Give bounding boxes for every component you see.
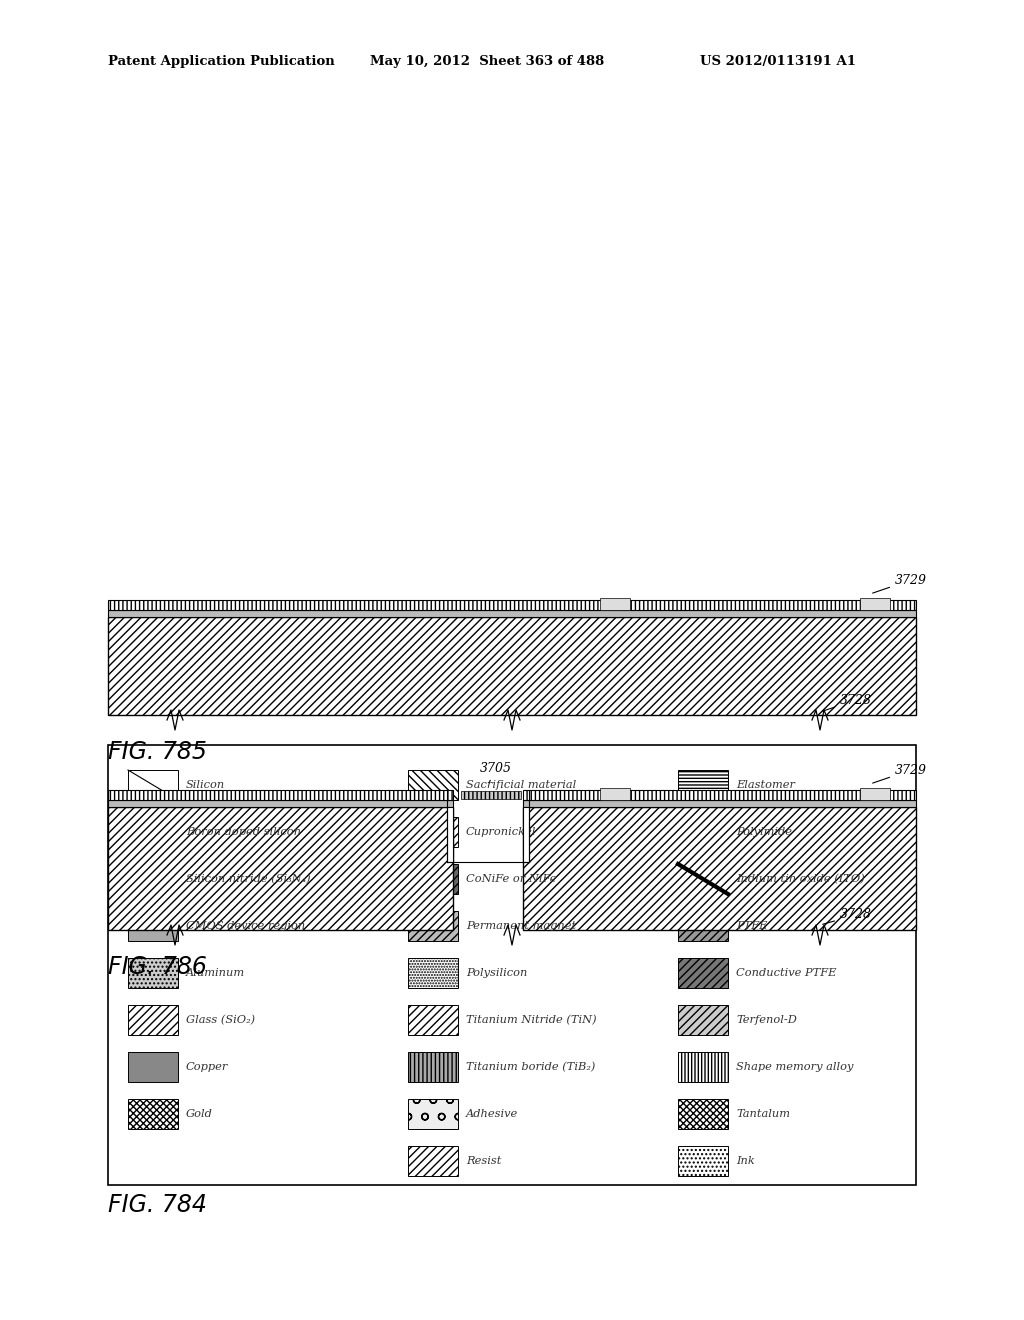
Bar <box>408 1005 458 1035</box>
Text: Shape memory alloy: Shape memory alloy <box>736 1063 853 1072</box>
Bar <box>678 865 728 894</box>
Bar <box>860 788 890 800</box>
Bar <box>128 817 178 847</box>
Bar <box>523 800 916 807</box>
Text: PTFE: PTFE <box>736 921 767 931</box>
Bar <box>108 789 453 800</box>
Text: Polysilicon: Polysilicon <box>466 968 527 978</box>
Bar <box>108 807 453 931</box>
Text: 3728: 3728 <box>822 908 872 924</box>
Text: Silicon nitride (Si₃N₄): Silicon nitride (Si₃N₄) <box>186 874 310 884</box>
Text: Titanium Nitride (TiN): Titanium Nitride (TiN) <box>466 1015 597 1026</box>
Text: Titanium boride (TiB₂): Titanium boride (TiB₂) <box>466 1061 595 1072</box>
Text: US 2012/0113191 A1: US 2012/0113191 A1 <box>700 55 856 69</box>
Bar <box>108 800 453 807</box>
Bar <box>108 744 916 1185</box>
Bar <box>128 865 178 894</box>
Text: FIG. 785: FIG. 785 <box>108 741 207 764</box>
Text: Polyimide: Polyimide <box>736 828 792 837</box>
Bar <box>678 958 728 987</box>
Text: FIG. 784: FIG. 784 <box>108 1193 207 1217</box>
Bar <box>523 807 916 931</box>
Text: May 10, 2012  Sheet 363 of 488: May 10, 2012 Sheet 363 of 488 <box>370 55 604 69</box>
Bar <box>408 1100 458 1129</box>
Text: Silicon: Silicon <box>186 780 225 789</box>
Bar <box>128 1005 178 1035</box>
Text: Cupronickel: Cupronickel <box>466 828 537 837</box>
Bar <box>678 770 728 800</box>
Text: Glass (SiO₂): Glass (SiO₂) <box>186 1015 255 1026</box>
Bar <box>408 817 458 847</box>
Text: Terfenol-D: Terfenol-D <box>736 1015 797 1026</box>
Text: Aluminum: Aluminum <box>186 968 245 978</box>
Bar <box>408 911 458 941</box>
Bar <box>678 1005 728 1035</box>
Text: 3705: 3705 <box>480 762 512 783</box>
Text: Boron doped silicon: Boron doped silicon <box>186 828 301 837</box>
Bar <box>523 789 916 800</box>
Bar <box>678 1100 728 1129</box>
Bar <box>860 598 890 610</box>
Text: Resist: Resist <box>466 1156 502 1166</box>
Bar <box>600 788 630 800</box>
Bar <box>128 911 178 941</box>
Text: Gold: Gold <box>186 1109 213 1119</box>
Bar <box>447 807 453 862</box>
Bar <box>108 601 916 610</box>
Bar <box>678 1052 728 1082</box>
Bar <box>678 1146 728 1176</box>
Text: 3729: 3729 <box>872 573 927 593</box>
Bar <box>523 807 529 862</box>
Bar <box>108 616 916 715</box>
Bar <box>461 791 521 799</box>
Bar <box>408 958 458 987</box>
Text: Tantalum: Tantalum <box>736 1109 790 1119</box>
Text: Indium tin oxide (ITO): Indium tin oxide (ITO) <box>736 874 864 884</box>
Bar <box>678 817 728 847</box>
Text: CMOS device region: CMOS device region <box>186 921 305 931</box>
Text: Adhesive: Adhesive <box>466 1109 518 1119</box>
Bar <box>128 1100 178 1129</box>
Bar <box>128 958 178 987</box>
Text: Patent Application Publication: Patent Application Publication <box>108 55 335 69</box>
Bar <box>128 1052 178 1082</box>
Bar <box>108 610 916 616</box>
Text: CoNiFe or NiFe: CoNiFe or NiFe <box>466 874 556 884</box>
Bar <box>408 1146 458 1176</box>
Bar <box>678 911 728 941</box>
Bar <box>408 865 458 894</box>
Text: Ink: Ink <box>736 1156 755 1166</box>
Text: Permanent magnet: Permanent magnet <box>466 921 577 931</box>
Text: Sacrificial material: Sacrificial material <box>466 780 577 789</box>
Text: Copper: Copper <box>186 1063 228 1072</box>
Text: 3729: 3729 <box>872 763 927 783</box>
Text: Elastomer: Elastomer <box>736 780 795 789</box>
Bar <box>408 770 458 800</box>
Bar <box>128 770 178 800</box>
Text: 3728: 3728 <box>822 693 872 711</box>
Bar <box>408 1052 458 1082</box>
Text: Conductive PTFE: Conductive PTFE <box>736 968 837 978</box>
Text: FIG. 786: FIG. 786 <box>108 954 207 979</box>
Bar <box>678 1100 728 1129</box>
Bar <box>600 598 630 610</box>
